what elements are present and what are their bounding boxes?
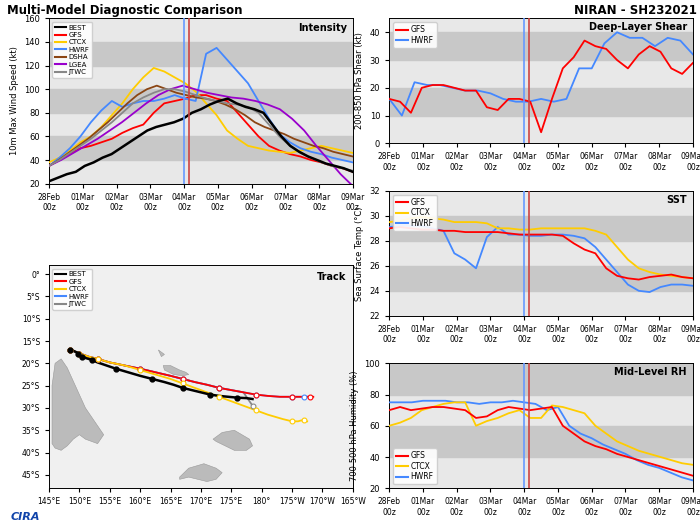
- Legend: GFS, CTCX, HWRF: GFS, CTCX, HWRF: [393, 448, 437, 485]
- Bar: [389, 32, 693, 60]
- Text: Mid-Level RH: Mid-Level RH: [615, 367, 687, 377]
- Y-axis label: 10m Max Wind Speed (kt): 10m Max Wind Speed (kt): [10, 47, 18, 155]
- Polygon shape: [52, 359, 104, 450]
- Polygon shape: [158, 350, 164, 356]
- Text: Intensity: Intensity: [298, 23, 346, 33]
- Text: CIRA: CIRA: [10, 512, 40, 522]
- Text: Deep-Layer Shear: Deep-Layer Shear: [589, 22, 687, 32]
- Bar: [49, 42, 353, 66]
- Bar: [49, 136, 353, 160]
- Polygon shape: [163, 365, 189, 376]
- Legend: GFS, HWRF: GFS, HWRF: [393, 22, 437, 48]
- Legend: GFS, CTCX, HWRF: GFS, CTCX, HWRF: [393, 195, 437, 231]
- Y-axis label: 200-850 hPa Shear (kt): 200-850 hPa Shear (kt): [355, 33, 364, 129]
- Y-axis label: Sea Surface Temp (°C): Sea Surface Temp (°C): [355, 206, 364, 301]
- Bar: [389, 216, 693, 241]
- Bar: [389, 266, 693, 291]
- Legend: BEST, GFS, CTCX, HWRF, DSHA, LGEA, JTWC: BEST, GFS, CTCX, HWRF, DSHA, LGEA, JTWC: [52, 22, 92, 78]
- Bar: [49, 89, 353, 113]
- Polygon shape: [213, 430, 253, 450]
- Text: Track: Track: [317, 272, 346, 282]
- Bar: [389, 426, 693, 457]
- Polygon shape: [180, 464, 222, 481]
- Text: Multi-Model Diagnostic Comparison: Multi-Model Diagnostic Comparison: [7, 4, 242, 17]
- Y-axis label: 700-500 hPa Humidity (%): 700-500 hPa Humidity (%): [350, 371, 359, 481]
- Bar: [389, 363, 693, 394]
- Legend: BEST, GFS, CTCX, HWRF, JTWC: BEST, GFS, CTCX, HWRF, JTWC: [52, 269, 92, 310]
- Bar: [389, 88, 693, 116]
- Text: NIRAN - SH232021: NIRAN - SH232021: [573, 4, 696, 17]
- Text: SST: SST: [666, 195, 687, 205]
